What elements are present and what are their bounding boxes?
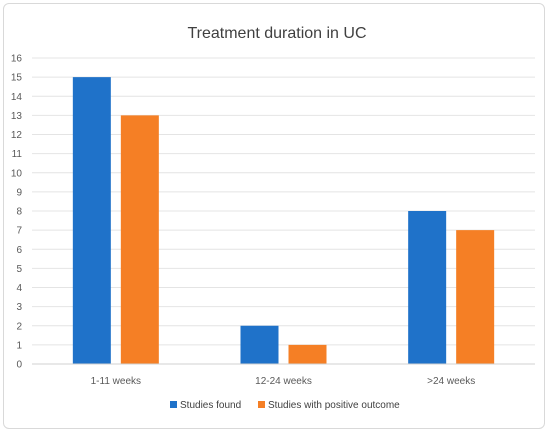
y-tick-label: 12	[11, 130, 23, 141]
y-tick-label: 11	[12, 149, 23, 160]
bar-studies-found	[240, 325, 279, 364]
bar-positive-outcome	[288, 344, 327, 364]
y-tick-label: 8	[16, 207, 22, 218]
legend-swatch	[258, 401, 265, 408]
y-tick-label: 10	[11, 168, 23, 179]
y-tick-label: 6	[16, 245, 22, 256]
bar-positive-outcome	[456, 230, 495, 364]
y-tick-label: 1	[16, 340, 22, 351]
y-tick-label: 9	[16, 187, 22, 198]
y-tick-label: 7	[16, 226, 22, 237]
bar-positive-outcome	[120, 115, 159, 364]
gridlines	[32, 57, 535, 346]
bar-studies-found	[72, 77, 111, 364]
y-tick-label: 3	[16, 302, 22, 313]
legend-label: Studies with positive outcome	[268, 400, 400, 411]
x-tick-label: 12-24 weeks	[255, 376, 312, 387]
x-tick-label: 1-11 weeks	[91, 376, 141, 387]
x-axis-ticks: 1-11 weeks 12-24 weeks >24 weeks	[91, 376, 476, 387]
bars	[72, 77, 495, 364]
legend: Studies found Studies with positive outco…	[170, 400, 400, 411]
y-tick-label: 14	[11, 92, 23, 103]
bar-studies-found	[408, 211, 447, 364]
y-tick-label: 0	[16, 360, 22, 371]
x-tick-label: >24 weeks	[427, 376, 475, 387]
legend-label: Studies found	[180, 400, 241, 411]
y-tick-label: 16	[11, 54, 23, 65]
chart-title: Treatment duration in UC	[187, 25, 366, 42]
y-tick-label: 13	[11, 111, 23, 122]
y-tick-label: 4	[16, 283, 22, 294]
y-tick-label: 5	[16, 264, 22, 275]
legend-swatch	[170, 401, 177, 408]
y-tick-label: 15	[11, 73, 23, 84]
y-tick-label: 2	[16, 321, 22, 332]
